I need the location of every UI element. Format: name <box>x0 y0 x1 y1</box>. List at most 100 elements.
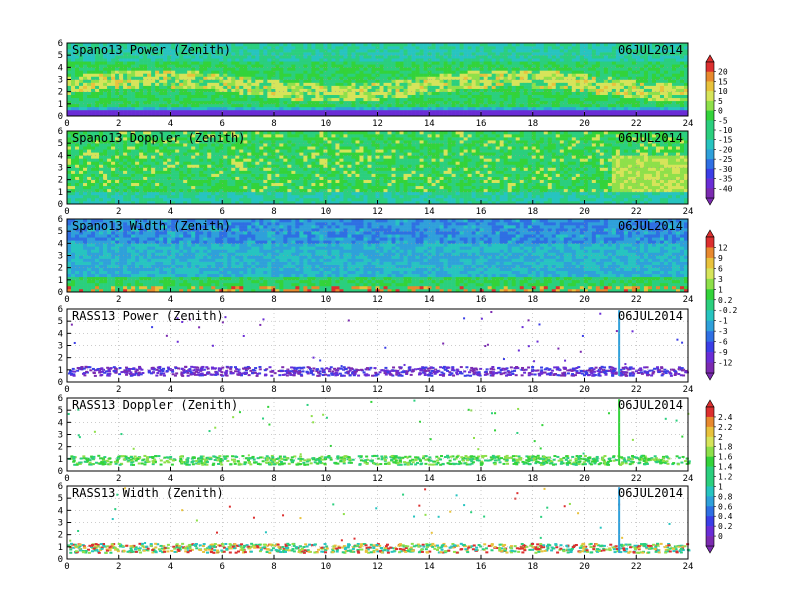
heat-cell <box>395 52 400 56</box>
heat-cell <box>83 94 88 99</box>
heat-cell <box>539 112 545 117</box>
heat-cell <box>255 103 260 108</box>
heat-cell <box>667 55 673 59</box>
heat-cell <box>327 103 332 108</box>
heat-cell <box>523 55 529 59</box>
heat-cell <box>227 185 232 190</box>
heat-cell <box>359 91 364 96</box>
heat-cell <box>239 85 244 89</box>
heat-cell <box>571 82 577 86</box>
heat-cell <box>287 49 292 53</box>
heat-cell <box>219 155 224 159</box>
heat-cell <box>623 64 629 68</box>
heat-cell <box>279 49 284 53</box>
heat-cell <box>219 73 224 77</box>
heat-cell <box>515 112 521 117</box>
heat-cell <box>667 61 673 65</box>
heat-cell <box>211 152 216 156</box>
heat-cell <box>551 46 557 50</box>
heat-cell <box>239 140 244 144</box>
heat-cell <box>295 64 300 68</box>
heat-cell <box>371 49 376 53</box>
heat-cell <box>215 140 220 144</box>
heat-cell <box>347 97 352 102</box>
heat-cell <box>267 200 272 205</box>
heat-cell <box>475 91 480 96</box>
heat-cell <box>535 88 541 92</box>
heat-cell <box>543 91 549 96</box>
heat-cell <box>547 55 553 59</box>
heat-cell <box>119 137 124 141</box>
heat-cell <box>79 173 84 177</box>
heat-cell <box>319 64 324 68</box>
heat-cell <box>391 73 396 77</box>
heat-cell <box>147 67 152 71</box>
heat-cell <box>251 185 256 190</box>
heat-cell <box>463 112 468 117</box>
heat-cell <box>435 106 440 111</box>
heat-cell <box>67 173 72 177</box>
heat-cell <box>379 91 384 96</box>
heat-cell <box>595 88 601 92</box>
heat-cell <box>463 70 468 74</box>
heat-cell <box>75 79 80 83</box>
heat-cell <box>131 200 136 205</box>
heat-cell <box>143 185 148 190</box>
heat-cell <box>183 76 188 80</box>
heat-cell <box>171 103 176 108</box>
heat-cell <box>195 85 200 89</box>
heat-cell <box>607 58 613 62</box>
heat-cell <box>67 194 72 199</box>
heat-cell <box>379 67 384 71</box>
heat-cell <box>199 137 204 141</box>
heat-cell <box>131 137 136 141</box>
heat-cell <box>79 64 84 68</box>
heat-cell <box>399 73 404 77</box>
heat-cell <box>371 79 376 83</box>
heat-cell <box>503 73 509 77</box>
heat-cell <box>455 88 460 92</box>
heat-cell <box>511 88 517 92</box>
heat-cell <box>387 73 392 77</box>
heat-cell <box>307 55 312 59</box>
heat-cell <box>91 176 96 180</box>
heat-cell <box>183 67 188 71</box>
heat-cell <box>179 112 184 117</box>
heat-cell <box>491 73 496 77</box>
heat-cell <box>103 43 108 47</box>
heat-cell <box>583 76 589 80</box>
heat-cell <box>347 55 352 59</box>
heat-cell <box>431 61 436 65</box>
heat-cell <box>563 52 569 56</box>
heat-cell <box>435 61 440 65</box>
heat-cell <box>99 91 104 96</box>
heat-cell <box>211 76 216 80</box>
heat-cell <box>511 79 517 83</box>
heat-cell <box>491 97 496 102</box>
heat-cell <box>119 55 124 59</box>
heat-cell <box>195 58 200 62</box>
heat-cell <box>111 67 116 71</box>
heat-cell <box>319 82 324 86</box>
heat-cell <box>187 88 192 92</box>
heat-cell <box>511 91 517 96</box>
heat-cell <box>203 134 208 138</box>
heat-cell <box>363 70 368 74</box>
heat-cell <box>83 106 88 111</box>
heat-cell <box>75 76 80 80</box>
heat-cell <box>463 55 468 59</box>
heat-cell <box>483 79 488 83</box>
heat-cell <box>119 97 124 102</box>
heat-cell <box>487 58 492 62</box>
heat-cell <box>483 49 488 53</box>
heat-cell <box>179 103 184 108</box>
heat-cell <box>347 100 352 105</box>
heat-cell <box>375 43 380 47</box>
heat-cell <box>255 146 260 150</box>
heat-cell <box>235 194 240 199</box>
heat-cell <box>575 97 581 102</box>
heat-cell <box>435 94 440 99</box>
heat-cell <box>255 131 260 135</box>
heat-cell <box>559 55 565 59</box>
heat-cell <box>587 109 593 114</box>
